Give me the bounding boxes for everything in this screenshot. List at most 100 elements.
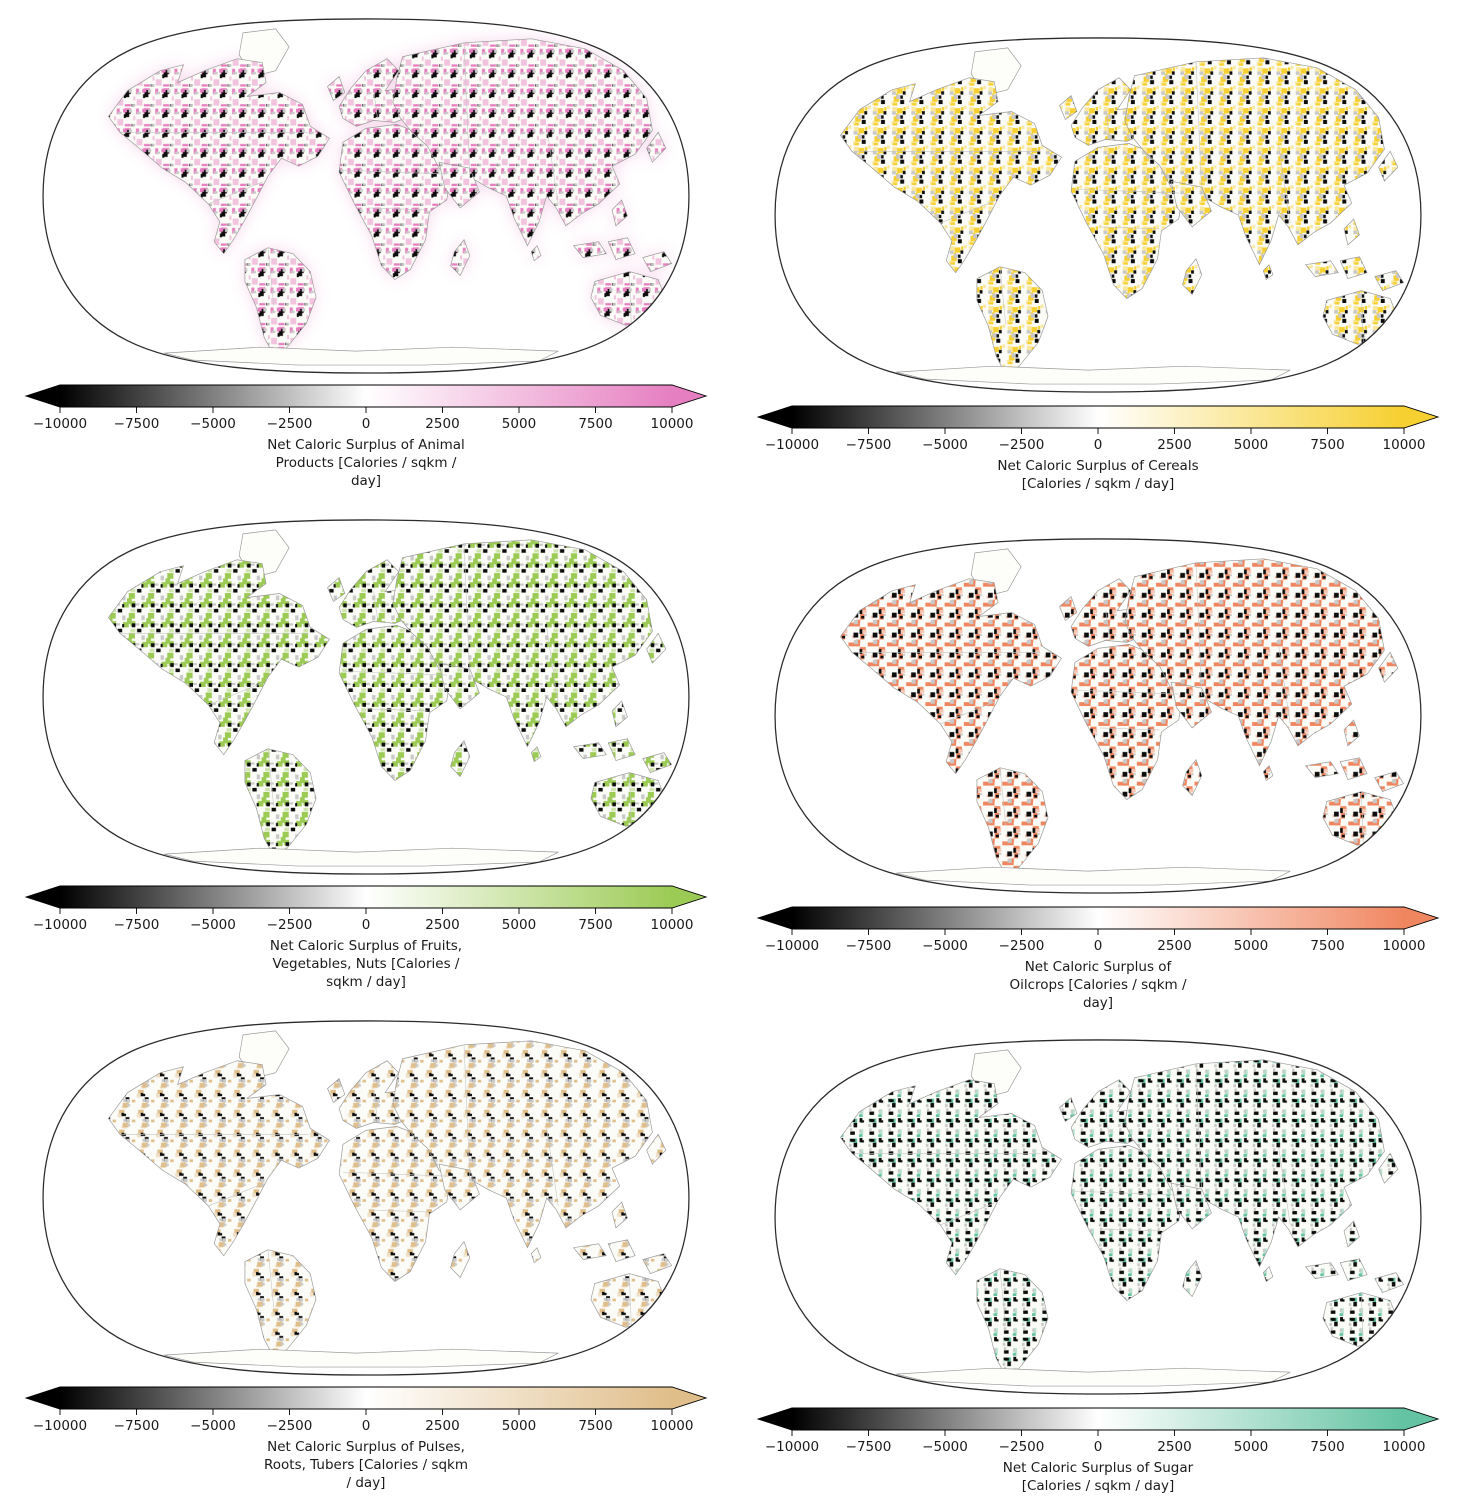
landmass-arabia xyxy=(438,662,480,710)
colorbar-left-arrow xyxy=(758,1408,792,1430)
colorbar-tick-label: 2500 xyxy=(425,1418,460,1434)
landmass-borneo xyxy=(1339,1258,1368,1282)
colorbar-axis-label-line: sqkm / day] xyxy=(326,974,406,991)
tick-marks xyxy=(59,1409,673,1415)
colorbar-tick-label: −7500 xyxy=(845,1439,892,1455)
colorbar-tick-label: −10000 xyxy=(764,1439,820,1455)
map-content xyxy=(43,1020,689,1376)
landmass-sumatra-java xyxy=(1304,260,1339,278)
colorbar-tick-label: 7500 xyxy=(1310,938,1345,954)
landmass-british-isles xyxy=(327,577,346,603)
landmass-asia xyxy=(392,38,653,247)
landmass-sri-lanka xyxy=(1262,1266,1274,1283)
landmass-south-america xyxy=(244,1249,317,1358)
map-content xyxy=(775,1039,1421,1395)
map-outline xyxy=(774,37,1422,393)
map-content xyxy=(775,538,1421,894)
colorbar-tick-label: −2500 xyxy=(266,917,313,933)
colorbar-tick-label: −10000 xyxy=(764,437,820,453)
landmass-asia xyxy=(392,539,653,748)
colorbar-axis-label: Net Caloric Surplus of Sugar [Calories / … xyxy=(756,1459,1440,1495)
landmass-british-isles xyxy=(1059,95,1078,121)
map-panel-sugar: −10000 −7500 −5000 −2500 0 2500 5000 7500 10000 … xyxy=(732,1002,1464,1503)
landmass-madagascar xyxy=(1182,1260,1203,1298)
landmass-japan xyxy=(1378,1152,1399,1184)
landmass-new-zealand xyxy=(1409,832,1421,859)
world-map-fruits-vegetables-nuts xyxy=(20,508,712,878)
landmass-philippines xyxy=(611,700,628,728)
map-panel-fruits-vegetables-nuts: −10000 −7500 −5000 −2500 0 2500 5000 7500 10000 … xyxy=(0,501,732,1002)
landmass-asia xyxy=(1124,1059,1385,1268)
landmass-new-zealand xyxy=(677,813,689,840)
colorbar-axis-label-line: Net Caloric Surplus of Animal xyxy=(267,437,465,453)
landmass-british-isles xyxy=(1059,1097,1078,1123)
landmass-antarctica xyxy=(164,1348,559,1368)
world-map-svg-pulses-roots-tubers xyxy=(42,1020,690,1376)
tick-marks xyxy=(791,428,1405,434)
colorbar-sugar: −10000 −7500 −5000 −2500 0 2500 5000 7500 10000 … xyxy=(756,1406,1440,1495)
continents-group xyxy=(839,548,1421,886)
map-outline xyxy=(42,1020,690,1376)
colorbar-tick-label: −7500 xyxy=(845,437,892,453)
map-panel-oilcrops: −10000 −7500 −5000 −2500 0 2500 5000 7500 10000 … xyxy=(732,501,1464,1011)
colorbar-tick-label: 2500 xyxy=(425,917,460,933)
landmass-philippines xyxy=(611,1201,628,1229)
colorbar-ticks: −10000 −7500 −5000 −2500 0 2500 5000 7500 10000 xyxy=(756,1439,1440,1457)
landmass-new-zealand xyxy=(677,312,689,339)
landmass-japan xyxy=(646,632,667,664)
colorbar-svg-animal-products xyxy=(24,384,708,413)
colorbar-tick-label: 10000 xyxy=(650,1418,694,1434)
tick-marks xyxy=(59,908,673,914)
colorbar-right-arrow xyxy=(672,385,706,407)
colorbar-svg-pulses-roots-tubers xyxy=(24,1386,708,1415)
colorbar-svg-fruits-vegetables-nuts xyxy=(24,885,708,914)
world-map-svg-oilcrops xyxy=(774,538,1422,894)
landmass-british-isles xyxy=(327,1078,346,1104)
landmass-new-guinea xyxy=(1374,1272,1405,1293)
colorbar-left-arrow xyxy=(758,907,792,929)
colorbar-gradient xyxy=(24,1385,708,1417)
continents-group xyxy=(107,529,689,867)
landmass-asia xyxy=(392,1040,653,1249)
colorbar-tick-label: 5000 xyxy=(501,917,537,933)
map-content xyxy=(43,519,689,875)
landmass-new-guinea xyxy=(642,752,673,773)
landmass-north-america xyxy=(839,578,1062,775)
landmass-sri-lanka xyxy=(1262,264,1274,281)
colorbar-axis-label-line: Net Caloric Surplus of Fruits, xyxy=(269,938,463,954)
colorbar-axis-label: Net Caloric Surplus of Animal Products [C… xyxy=(24,436,708,490)
colorbar-tick-label: 2500 xyxy=(1157,1439,1192,1455)
colorbar-tick-label: 5000 xyxy=(501,416,537,432)
colorbar-tick-label: 5000 xyxy=(1233,938,1269,954)
landmass-new-zealand xyxy=(1409,331,1421,358)
colorbar-right-arrow xyxy=(672,886,706,908)
colorbar-bar xyxy=(792,907,1404,929)
landmass-sri-lanka xyxy=(1262,765,1274,782)
landmass-sumatra-java xyxy=(572,1243,607,1261)
colorbar-axis-label: Net Caloric Surplus of Fruits, Vegetables… xyxy=(24,937,708,991)
colorbar-svg-sugar xyxy=(756,1407,1440,1436)
colorbar-axis-label-line: Net Caloric Surplus of xyxy=(1024,959,1172,975)
colorbar-axis-label-line: [Calories / sqkm / day] xyxy=(1021,476,1175,493)
colorbar-tick-label: 0 xyxy=(361,416,371,432)
landmass-antarctica xyxy=(896,866,1291,886)
landmass-north-america xyxy=(107,1060,330,1257)
colorbar-tick-label: 5000 xyxy=(1233,1439,1269,1455)
landmass-new-zealand xyxy=(677,1314,689,1341)
landmass-south-america xyxy=(976,266,1049,375)
landmass-antarctica xyxy=(896,365,1291,385)
landmass-japan xyxy=(646,131,667,163)
colorbar-axis-label-line: Oilcrops [Calories / sqkm / xyxy=(1009,977,1187,994)
landmass-sri-lanka xyxy=(530,245,542,262)
colorbar-fruits-vegetables-nuts: −10000 −7500 −5000 −2500 0 2500 5000 7500 10000 … xyxy=(24,884,708,991)
colorbar-tick-label: 5000 xyxy=(1233,437,1269,453)
colorbar-axis-label: Net Caloric Surplus of Oilcrops [Calories… xyxy=(756,958,1440,1012)
colorbar-axis-label-line: / day] xyxy=(346,1475,386,1492)
colorbar-cereals: −10000 −7500 −5000 −2500 0 2500 5000 7500 10000 … xyxy=(756,404,1440,493)
landmass-british-isles xyxy=(327,76,346,102)
tick-marks xyxy=(59,407,673,413)
landmass-new-guinea xyxy=(642,1253,673,1274)
colorbar-gradient xyxy=(24,884,708,916)
landmass-new-guinea xyxy=(1374,771,1405,792)
